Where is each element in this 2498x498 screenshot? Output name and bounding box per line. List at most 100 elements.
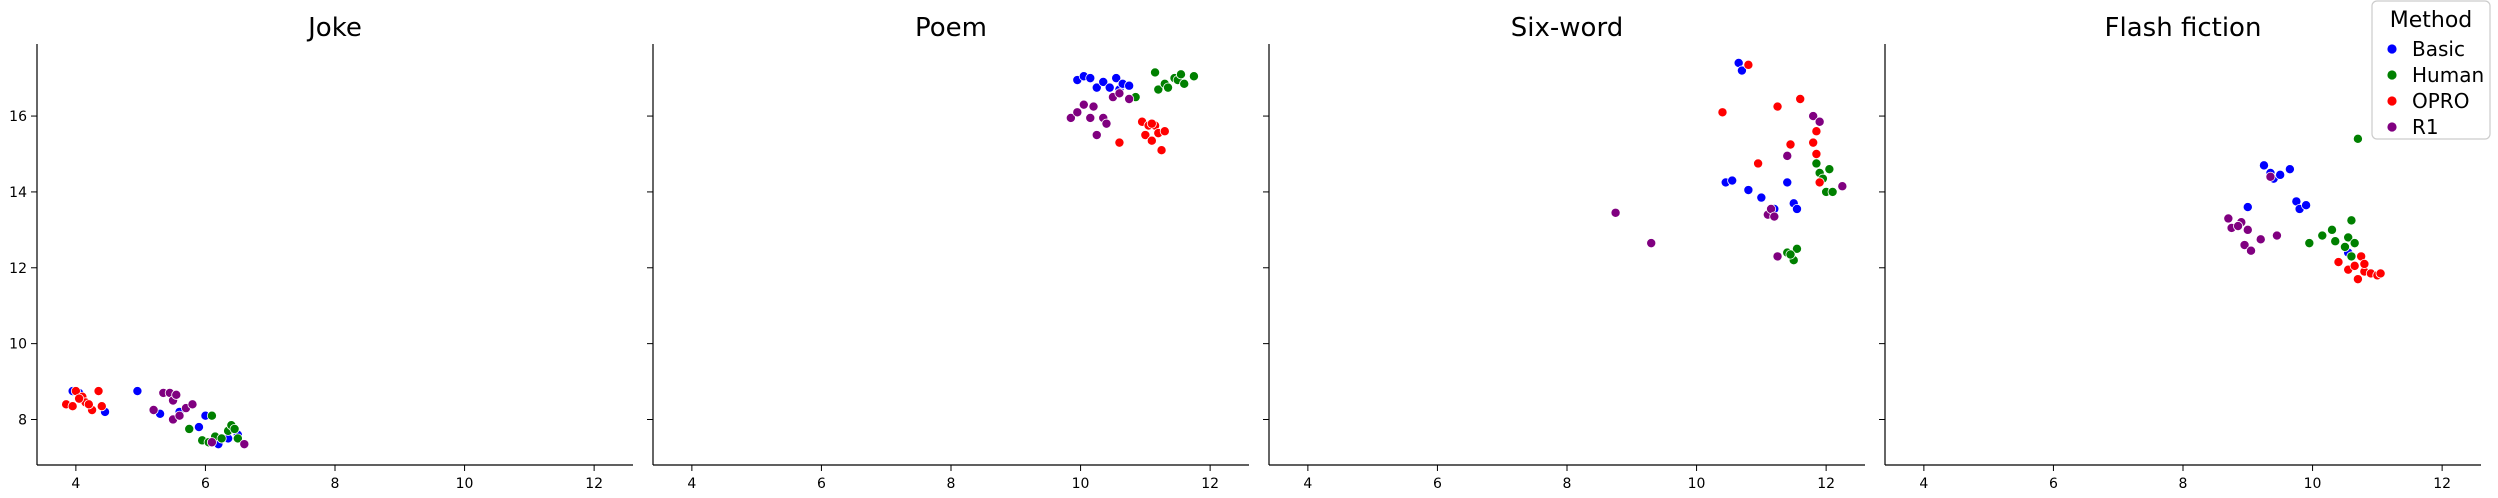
legend-marker <box>2387 70 2397 80</box>
data-point-basic <box>1124 80 1135 91</box>
legend-marker <box>2387 96 2397 106</box>
data-point-r1 <box>1837 181 1848 192</box>
legend-label: Basic <box>2412 37 2465 61</box>
data-point-human <box>2352 133 2363 144</box>
data-point-r1 <box>239 439 250 450</box>
data-point-opro <box>1156 145 1167 156</box>
data-point-r1 <box>187 399 198 410</box>
data-point-human <box>2317 230 2328 241</box>
x-tick-label: 6 <box>1433 476 1442 492</box>
data-point-r1 <box>1814 116 1825 127</box>
x-tick-label: 10 <box>456 476 474 492</box>
data-point-r1 <box>206 437 217 448</box>
data-point-basic <box>1727 175 1738 186</box>
data-point-opro <box>74 393 85 404</box>
data-point-r1 <box>1808 111 1819 122</box>
data-point-opro <box>83 399 94 410</box>
data-point-opro <box>1795 93 1806 104</box>
data-point-r1 <box>1646 238 1657 249</box>
x-tick-label: 12 <box>585 476 603 492</box>
legend-marker <box>2387 44 2397 54</box>
data-point-opro <box>1808 137 1819 148</box>
data-point-human <box>216 433 227 444</box>
data-point-r1 <box>2265 171 2276 182</box>
data-point-basic <box>193 422 204 433</box>
data-point-r1 <box>1114 88 1125 99</box>
data-point-r1 <box>1610 207 1621 218</box>
series-human <box>1782 158 1838 266</box>
data-point-opro <box>1717 107 1728 118</box>
x-tick-label: 12 <box>1201 476 1219 492</box>
data-point-human <box>2346 251 2357 262</box>
x-tick-label: 8 <box>2179 476 2188 492</box>
data-point-r1 <box>148 405 159 416</box>
legend-entry-basic: Basic <box>2387 37 2465 61</box>
data-point-opro <box>1146 135 1157 146</box>
panel-poem: Poem 4 6 8 10 12 <box>647 13 1249 492</box>
data-point-r1 <box>1772 251 1783 262</box>
data-point-human <box>2326 224 2337 235</box>
data-point-basic <box>1736 65 1747 76</box>
x-tick-label: 4 <box>71 476 80 492</box>
series-r1 <box>2223 171 2282 256</box>
data-point-r1 <box>1072 107 1083 118</box>
y-tick-label: 8 <box>18 412 27 428</box>
legend-entry-opro: OPRO <box>2387 89 2469 113</box>
x-tick-label: 12 <box>2433 476 2451 492</box>
legend-label: R1 <box>2412 115 2439 139</box>
x-tick-label: 10 <box>2304 476 2322 492</box>
x-tick-label: 6 <box>201 476 210 492</box>
y-tick-label: 12 <box>9 261 27 277</box>
data-point-human <box>1827 186 1838 197</box>
data-point-human <box>1811 158 1822 169</box>
data-point-r1 <box>2233 221 2244 232</box>
panel-title: Flash fiction <box>2105 13 2262 43</box>
data-point-human <box>232 433 243 444</box>
data-point-opro <box>67 401 78 412</box>
series-r1 <box>1065 88 1135 141</box>
data-point-opro <box>2333 257 2344 268</box>
panel-title: Six-word <box>1511 13 1623 43</box>
data-point-r1 <box>2239 240 2250 251</box>
panel-six-word: Six-word 4 6 8 10 12 <box>1263 13 1865 492</box>
x-tick-label: 4 <box>687 476 696 492</box>
data-point-basic <box>1104 82 1115 93</box>
legend-entry-human: Human <box>2387 63 2484 87</box>
data-point-human <box>1150 67 1161 78</box>
data-point-opro <box>1146 118 1157 129</box>
series-opro <box>2333 251 2386 285</box>
data-point-opro <box>1140 130 1151 141</box>
data-point-human <box>2349 238 2360 249</box>
data-point-basic <box>1085 73 1096 84</box>
x-tick-label: 8 <box>947 476 956 492</box>
data-point-human <box>2343 232 2354 243</box>
series-opro <box>1717 59 1825 188</box>
panel-joke: Joke 4 6 8 10 12 8 10 12 14 16 <box>9 13 633 492</box>
data-point-basic <box>1791 203 1802 214</box>
x-tick-label: 6 <box>2049 476 2058 492</box>
panel-title: Joke <box>306 13 362 43</box>
data-point-r1 <box>2223 213 2234 224</box>
data-point-basic <box>1756 192 1767 203</box>
legend-label: OPRO <box>2412 89 2469 113</box>
panel-title: Poem <box>915 13 987 43</box>
data-point-human <box>1188 71 1199 82</box>
data-point-opro <box>2349 260 2360 271</box>
data-point-r1 <box>1085 112 1096 123</box>
data-point-r1 <box>1078 99 1089 110</box>
data-point-opro <box>1743 59 1754 70</box>
legend-title: Method <box>2390 8 2473 33</box>
data-point-r1 <box>2255 234 2266 245</box>
x-tick-label: 8 <box>331 476 340 492</box>
data-point-r1 <box>2242 224 2253 235</box>
data-point-basic <box>132 386 143 397</box>
data-point-r1 <box>1124 93 1135 104</box>
data-point-opro <box>1772 101 1783 112</box>
data-point-opro <box>93 386 104 397</box>
data-point-r1 <box>2271 230 2282 241</box>
data-point-basic <box>2242 202 2253 213</box>
data-point-r1 <box>1088 101 1099 112</box>
x-tick-label: 8 <box>1563 476 1572 492</box>
series-opro <box>1114 116 1170 156</box>
data-point-human <box>206 410 217 421</box>
